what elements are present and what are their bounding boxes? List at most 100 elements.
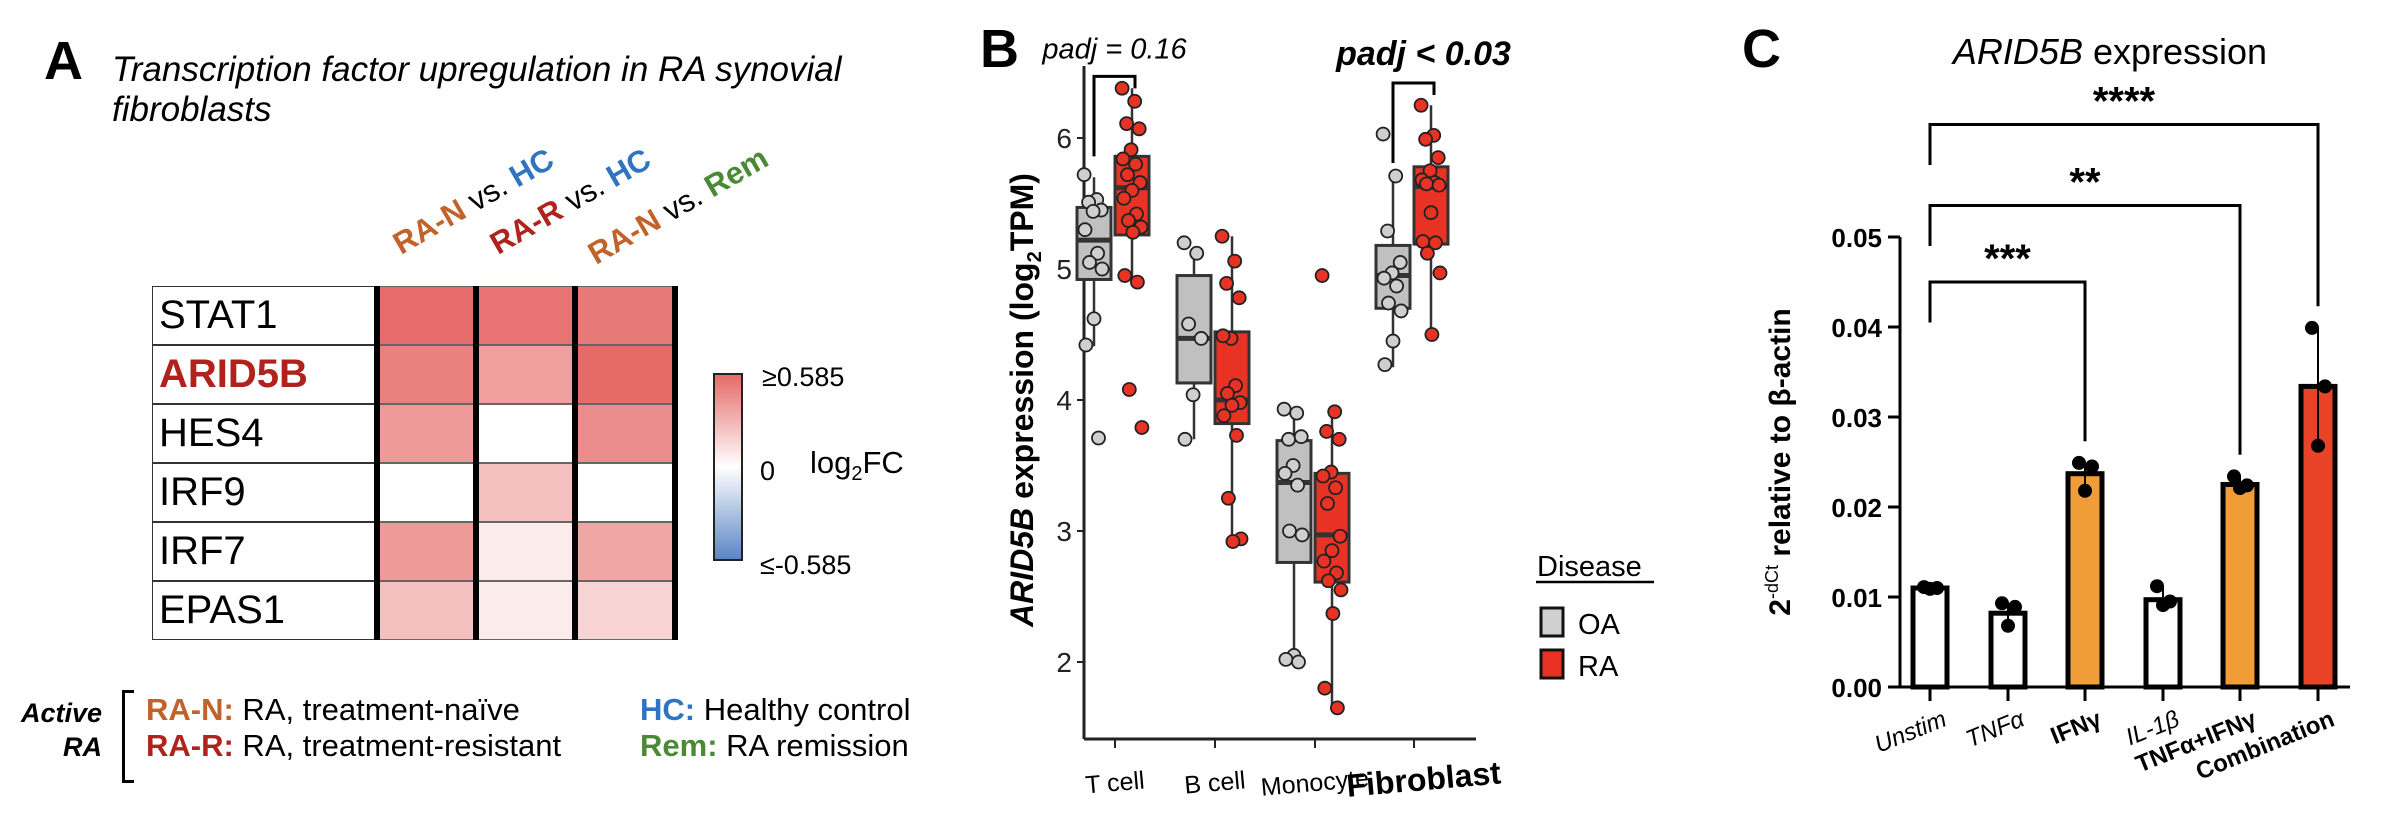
data-point: [1125, 224, 1141, 240]
y-tick-label: 4: [1056, 385, 1072, 416]
data-point: [1325, 606, 1341, 621]
data-point: [1177, 431, 1193, 447]
data-point: [1316, 553, 1332, 569]
data-point: [1114, 80, 1130, 96]
footnote-abbr: RA-R:: [146, 728, 234, 763]
heatmap-column-divider: [473, 286, 479, 640]
y-axis-label: ARID5B expression (log2TPM): [1004, 173, 1046, 628]
significance-bracket: [1928, 204, 2242, 455]
heatmap-cell: [576, 404, 672, 463]
heatmap-cell: [576, 286, 672, 345]
data-point: [1320, 496, 1335, 511]
data-point: [1332, 528, 1348, 544]
data-point: [1120, 167, 1135, 183]
footnote-bracket: [122, 690, 134, 783]
significance-bracket: [1928, 123, 2320, 307]
data-point: [1127, 93, 1143, 109]
data-point: [1432, 265, 1448, 281]
box-oa: [1175, 274, 1213, 385]
y-label-gene: ARID5B: [1004, 508, 1040, 628]
y-label-rest: relative to β-actin: [1764, 308, 1797, 565]
heatmap-cell: [576, 463, 672, 522]
data-point: [1321, 573, 1336, 589]
data-point: [1290, 477, 1305, 493]
data-point: [1413, 97, 1429, 113]
colorbar-min-label: ≤-0.585: [760, 550, 852, 580]
footnote-item: Rem: RA remission: [640, 728, 909, 764]
heatmap-cell: [378, 286, 474, 345]
heatmap-cell: [477, 286, 573, 345]
footnote-item: RA-R: RA, treatment-resistant: [146, 728, 561, 764]
data-point: [1094, 261, 1110, 277]
legend-label-ra: RA: [1578, 651, 1619, 683]
data-point: [1078, 337, 1094, 353]
data-point: [1392, 255, 1408, 270]
heatmap-cell: [477, 522, 573, 581]
title-gene: ARID5B: [1951, 31, 2083, 72]
data-point: [1221, 490, 1236, 506]
data-point: [2318, 379, 2332, 394]
data-point: [1130, 274, 1145, 290]
gene-label-arid5b: ARID5B: [152, 345, 375, 404]
colorbar-title-log: log: [810, 445, 852, 480]
active-ra-line1: Active: [20, 698, 102, 728]
heatmap-cell: [378, 345, 474, 404]
footnote-abbr: Rem:: [640, 728, 718, 763]
y-tick-label: 0.05: [1831, 223, 1882, 253]
heatmap-column-divider: [374, 286, 380, 640]
y-label-exponent: -dCt: [1762, 565, 1782, 599]
data-point: [1123, 142, 1139, 158]
data-point: [1294, 527, 1310, 543]
data-point: [1385, 333, 1401, 349]
x-tick-label: Unstim: [1871, 706, 1950, 759]
data-point: [2072, 455, 2086, 470]
legend-swatch-oa: [1539, 606, 1565, 638]
significance-bracket: [1092, 74, 1137, 157]
active-ra-label: Active RA: [10, 696, 102, 764]
y-tick-label: 5: [1056, 254, 1072, 285]
data-point: [1090, 245, 1105, 261]
data-point: [2150, 579, 2164, 594]
gene-label-epas1: EPAS1: [152, 581, 375, 640]
y-label-sub: 2: [1024, 251, 1046, 262]
heatmap-cell: [576, 345, 672, 404]
x-tick-label: T cell: [1084, 766, 1145, 799]
footnote-abbr: HC:: [640, 692, 696, 727]
panel-c-letter: C: [1742, 19, 1781, 79]
y-tick-label: 0.04: [1831, 313, 1882, 343]
data-point: [1327, 404, 1343, 420]
data-point: [1115, 151, 1131, 167]
panel-a-letter: A: [44, 31, 83, 91]
active-ra-line2: RA: [63, 732, 102, 762]
heatmap-cell: [477, 404, 573, 463]
significance-label: padj < 0.03: [1335, 35, 1511, 73]
gene-label-irf7: IRF7: [152, 522, 375, 581]
data-point: [1277, 465, 1293, 481]
data-point: [1328, 480, 1343, 496]
legend-label-oa: OA: [1578, 609, 1621, 641]
y-label-end: TPM): [1004, 173, 1040, 251]
data-point: [1077, 222, 1093, 238]
data-point: [1231, 290, 1247, 306]
data-point: [1430, 150, 1446, 166]
y-label-rest: expression (log: [1004, 262, 1040, 507]
title-rest: expression: [2083, 31, 2267, 72]
data-point: [1418, 131, 1433, 147]
y-tick-label: 0.00: [1831, 673, 1882, 703]
data-point: [1227, 253, 1243, 269]
footnote-desc: RA, treatment-naïve: [233, 692, 520, 727]
heatmap: STAT1 ARID5B HES4 IRF9 IRF7 EPAS1: [152, 286, 680, 640]
data-point: [1315, 468, 1331, 484]
data-point: [1324, 543, 1340, 559]
data-point: [1377, 357, 1393, 373]
data-point: [1121, 382, 1137, 397]
gene-label-stat1: STAT1: [152, 286, 375, 345]
gene-label-irf9: IRF9: [152, 463, 375, 522]
panel-b-letter: B: [980, 19, 1019, 79]
data-point: [1224, 397, 1240, 413]
data-point: [1082, 255, 1097, 270]
heatmap-cell: [477, 463, 573, 522]
data-point: [1134, 420, 1150, 435]
